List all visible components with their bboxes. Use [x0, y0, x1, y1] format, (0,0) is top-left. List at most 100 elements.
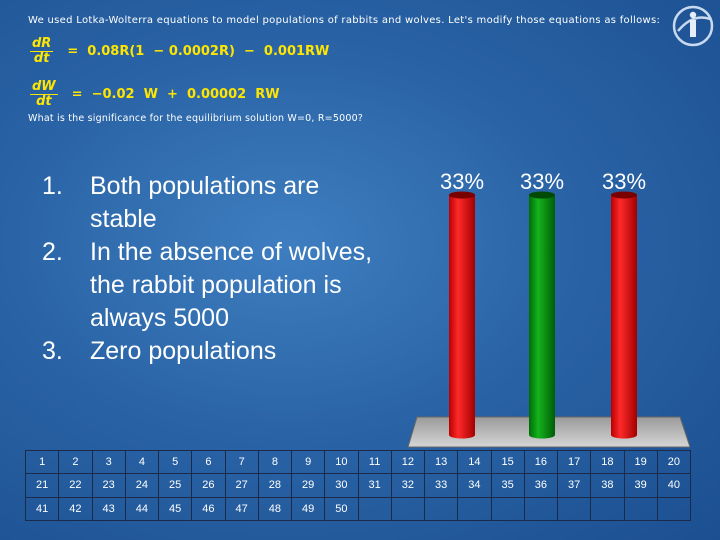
keypad-cell: 43 — [91, 496, 126, 521]
keypad-cell: 15 — [490, 449, 525, 475]
answer-options: 1. Both populations are stable 2. In the… — [42, 170, 382, 368]
response-chart-svg: 123 — [407, 191, 690, 455]
keypad-cell — [390, 496, 426, 521]
keypad-cell: 33 — [423, 473, 459, 498]
keypad-cell: 27 — [224, 473, 259, 498]
option-text: Zero populations — [90, 337, 277, 365]
fraction-dw-dt: dW dt — [30, 80, 58, 109]
keypad-cell: 31 — [357, 473, 392, 498]
intro-text: We used Lotka-Wolterra equations to mode… — [28, 15, 661, 26]
keypad-cell — [357, 496, 392, 521]
keypad-cell — [490, 496, 525, 521]
keypad-cell — [656, 496, 692, 521]
keypad-row: 41 42 43 44 45 46 47 48 49 50 — [24, 496, 692, 521]
equation-rhs: = 0.08R(1 − 0.0002R) − 0.001RW — [67, 44, 330, 59]
keypad-cell: 11 — [357, 449, 392, 475]
question-text: What is the significance for the equilib… — [28, 113, 364, 124]
keypad-cell: 26 — [191, 473, 226, 498]
value-label: 33% — [520, 169, 565, 194]
option-number: 1. — [42, 172, 63, 200]
keypad-cell: 5 — [157, 449, 193, 475]
option-number: 2. — [42, 238, 63, 266]
keypad-cell — [556, 496, 592, 521]
option-text: Both populations are stable — [90, 172, 320, 233]
logo-icon — [672, 5, 714, 47]
keypad-cell — [623, 496, 658, 521]
bar-top-3 — [611, 191, 637, 199]
keypad-cell — [423, 496, 459, 521]
keypad-cell: 12 — [390, 449, 426, 475]
response-chart: 123 33% 33% 33% — [405, 165, 690, 455]
keypad-cell: 24 — [124, 473, 160, 498]
equation-rhs: = −0.02 W + 0.00002 RW — [71, 87, 280, 102]
fraction-numerator: dR — [30, 36, 54, 52]
keypad-cell: 23 — [91, 473, 126, 498]
keypad-cell: 10 — [324, 449, 359, 475]
bar-3 — [611, 195, 637, 435]
value-label: 33% — [602, 169, 647, 194]
fraction-denominator: dt — [33, 51, 50, 66]
keypad-cell: 16 — [523, 449, 559, 475]
keypad-cell: 4 — [124, 449, 160, 475]
keypad-cell: 22 — [58, 473, 93, 498]
keypad-cell: 44 — [124, 496, 160, 521]
keypad-cell: 29 — [290, 473, 326, 498]
keypad-cell: 3 — [91, 449, 126, 475]
keypad-cell: 35 — [490, 473, 525, 498]
keypad-cell: 20 — [656, 449, 692, 475]
bar-1 — [449, 195, 475, 435]
keypad-cell: 47 — [224, 496, 259, 521]
keypad-grid: 1 2 3 4 5 6 7 8 9 10 11 12 13 14 15 16 17 18 19 20 21 22 23 24 2… — [24, 449, 692, 521]
keypad-cell: 17 — [556, 449, 592, 475]
equation-rabbits: dR dt = 0.08R(1 − 0.0002R) − 0.001RW — [30, 37, 329, 66]
keypad-cell: 13 — [423, 449, 459, 475]
keypad-cell: 39 — [623, 473, 658, 498]
keypad-cell: 50 — [324, 496, 359, 521]
bar-base-2 — [529, 431, 555, 439]
keypad-cell: 7 — [224, 449, 259, 475]
fraction-numerator: dW — [30, 79, 58, 95]
keypad-cell: 32 — [390, 473, 426, 498]
keypad-cell — [523, 496, 559, 521]
keypad-cell: 21 — [24, 473, 60, 498]
keypad-cell: 14 — [457, 449, 492, 475]
bar-base-1 — [449, 431, 475, 439]
option-2[interactable]: 2. In the absence of wolves, the rabbit … — [42, 236, 382, 335]
bar-top-1 — [449, 191, 475, 199]
bar-base-3 — [611, 431, 637, 439]
keypad-cell: 46 — [191, 496, 226, 521]
keypad-cell — [590, 496, 625, 521]
keypad-cell: 28 — [257, 473, 293, 498]
keypad-cell: 41 — [24, 496, 60, 521]
keypad-cell: 42 — [58, 496, 93, 521]
bar-2 — [529, 195, 555, 435]
fraction-dr-dt: dR dt — [30, 36, 54, 66]
option-3[interactable]: 3. Zero populations — [42, 335, 382, 368]
keypad-row: 21 22 23 24 25 26 27 28 29 30 31 32 33 34 35 36 37 38 39 40 — [24, 473, 692, 498]
keypad-cell: 30 — [324, 473, 359, 498]
keypad-cell: 48 — [257, 496, 293, 521]
keypad-cell: 19 — [623, 449, 658, 475]
keypad-cell: 38 — [590, 473, 625, 498]
keypad-cell: 8 — [257, 449, 293, 475]
bar-top-2 — [529, 191, 555, 199]
keypad-cell: 49 — [290, 496, 326, 521]
keypad-cell: 18 — [590, 449, 625, 475]
keypad-cell: 9 — [290, 449, 326, 475]
option-1[interactable]: 1. Both populations are stable — [42, 170, 382, 236]
keypad-row: 1 2 3 4 5 6 7 8 9 10 11 12 13 14 15 16 17 18 19 20 — [24, 449, 692, 475]
keypad-cell: 37 — [556, 473, 592, 498]
keypad-cell: 25 — [157, 473, 193, 498]
keypad-cell: 34 — [457, 473, 492, 498]
fraction-denominator: dt — [36, 94, 52, 109]
value-label: 33% — [440, 169, 485, 194]
keypad-cell: 40 — [656, 473, 692, 498]
keypad-cell: 36 — [523, 473, 559, 498]
keypad-cell: 6 — [191, 449, 226, 475]
equation-wolves: dW dt = −0.02 W + 0.00002 RW — [30, 80, 280, 109]
option-text: In the absence of wolves, the rabbit pop… — [90, 238, 373, 332]
option-number: 3. — [42, 337, 63, 365]
keypad-cell — [457, 496, 492, 521]
keypad-cell: 2 — [58, 449, 93, 475]
keypad-cell: 1 — [24, 449, 60, 475]
